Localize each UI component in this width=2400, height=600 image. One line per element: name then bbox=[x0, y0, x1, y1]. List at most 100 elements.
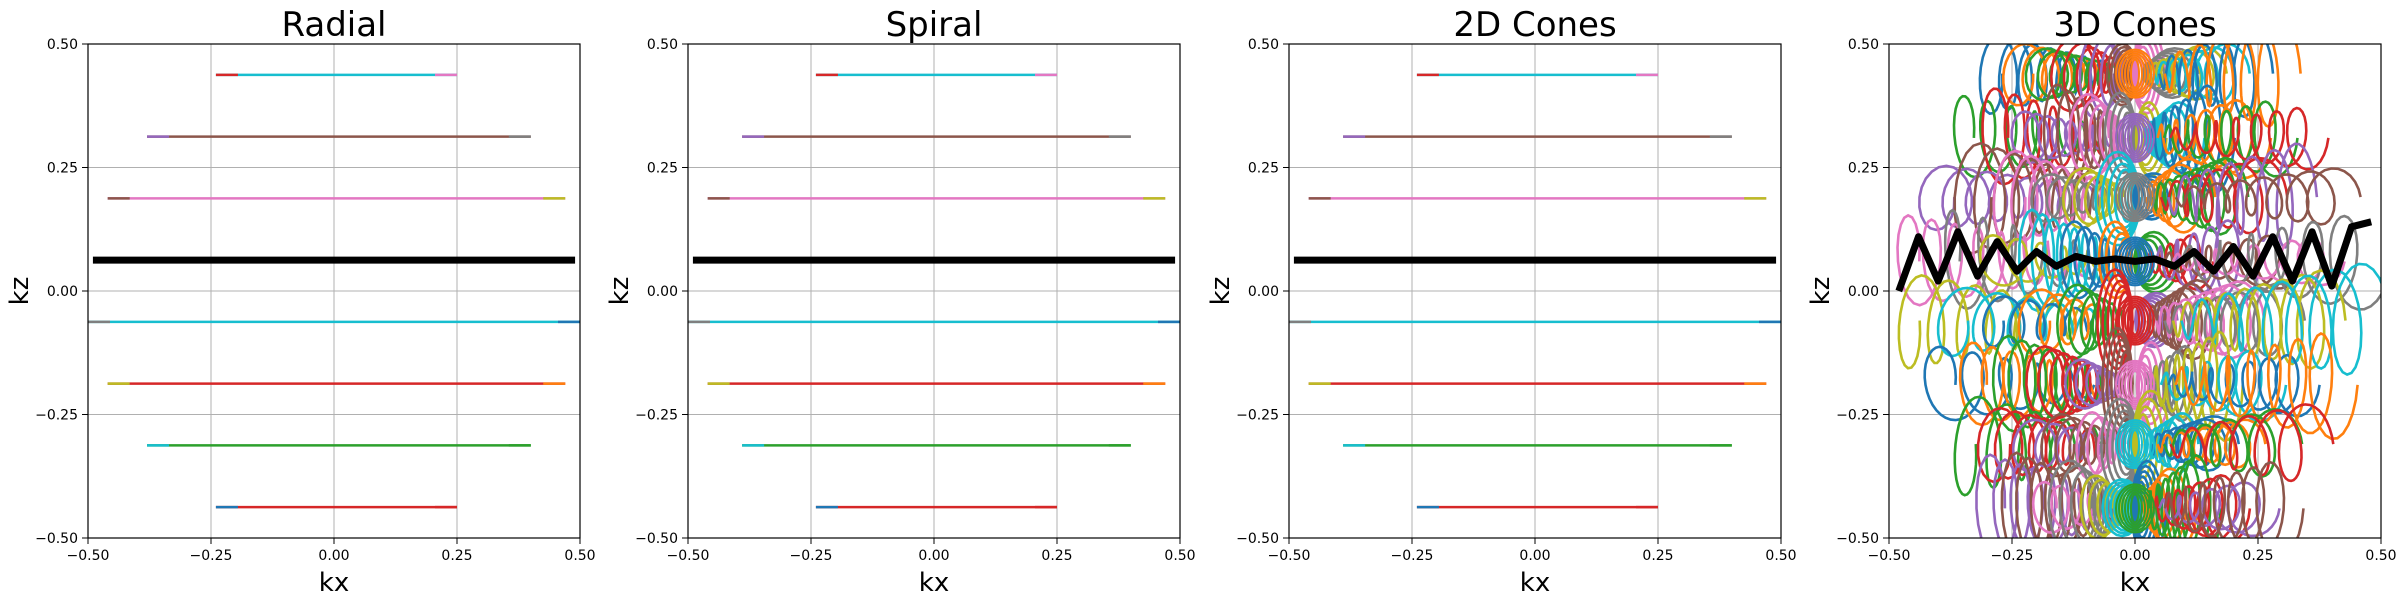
cone-center-coil-0-4 bbox=[2118, 50, 2152, 97]
y-tick-label-1: −0.25 bbox=[1836, 408, 1879, 424]
cone-center-coil-7-1 bbox=[2127, 491, 2143, 526]
x-tick-label-1: −0.25 bbox=[190, 548, 233, 564]
x-tick-label-1: −0.25 bbox=[790, 548, 833, 564]
cone-center-coil-0-1 bbox=[2127, 56, 2143, 91]
plot-area bbox=[1895, 44, 2381, 538]
cone-trajectory-60 bbox=[2180, 262, 2381, 377]
cone-trajectory-95 bbox=[2158, 481, 2281, 538]
y-tick-label-3: 0.25 bbox=[1248, 161, 1279, 177]
y-tick-label-3: 0.25 bbox=[647, 161, 678, 177]
cone-center-coil-4-3 bbox=[2121, 299, 2149, 342]
cone-center-coil-0-0 bbox=[2130, 58, 2140, 89]
y-tick-label-2: 0.00 bbox=[1848, 284, 1879, 300]
cone-center-coil-1-1 bbox=[2127, 120, 2143, 155]
cone-center-coil-4-2 bbox=[2124, 301, 2146, 340]
cone-center-coil-5-2 bbox=[2124, 365, 2146, 404]
cone-trajectory-23 bbox=[2162, 100, 2299, 178]
y-tick-label-4: 0.50 bbox=[47, 37, 78, 53]
cone-center-coil-0-3 bbox=[2121, 52, 2149, 95]
y-axis-label: kz bbox=[1806, 277, 1836, 306]
cone-center-coil-0-5 bbox=[2115, 48, 2155, 99]
x-tick-label-2: 0.00 bbox=[918, 548, 949, 564]
y-tick-label-3: 0.25 bbox=[1848, 161, 1879, 177]
x-axis-label: kx bbox=[1520, 568, 1550, 598]
cone-center-coil-7-3 bbox=[2121, 487, 2149, 530]
cone-center-coil-2-4 bbox=[2118, 174, 2152, 221]
y-axis-label: kz bbox=[605, 277, 635, 306]
x-tick-label-3: 0.25 bbox=[1041, 548, 1072, 564]
x-tick-label-4: 0.50 bbox=[1765, 548, 1796, 564]
y-tick-label-0: −0.50 bbox=[35, 531, 78, 547]
plot-area bbox=[1289, 73, 1781, 509]
x-tick-label-3: 0.25 bbox=[1642, 548, 1673, 564]
cone-center-coil-4-4 bbox=[2118, 297, 2152, 344]
plot-area bbox=[688, 73, 1180, 509]
cone-center-coil-4-0 bbox=[2130, 305, 2140, 336]
y-tick-label-1: −0.25 bbox=[35, 408, 78, 424]
x-axis-label: kx bbox=[2120, 568, 2150, 598]
cone-center-coil-5-5 bbox=[2115, 359, 2155, 410]
chart-panel-4: −0.50−0.50 −0.25 −0.25 0.00 0.00 0.25 0.25 0.50… bbox=[1806, 5, 2397, 598]
x-tick-label-3: 0.25 bbox=[441, 548, 472, 564]
cone-center-coil-5-0 bbox=[2130, 369, 2140, 400]
y-tick-label-0: −0.50 bbox=[1236, 531, 1279, 547]
cone-center-coil-0-2 bbox=[2124, 54, 2146, 93]
chart-title: 2D Cones bbox=[1453, 5, 1616, 45]
x-tick-label-4: 0.50 bbox=[2365, 548, 2396, 564]
cone-center-coil-7-5 bbox=[2115, 483, 2155, 534]
cone-trajectory-84 bbox=[2169, 403, 2335, 483]
x-tick-label-4: 0.50 bbox=[1164, 548, 1195, 564]
y-tick-label-0: −0.50 bbox=[1836, 531, 1879, 547]
cone-center-coil-1-4 bbox=[2118, 114, 2152, 161]
cone-trajectory-15 bbox=[2010, 110, 2114, 165]
cone-center-coil-1-0 bbox=[2130, 122, 2140, 153]
cone-center-coil-4-1 bbox=[2127, 303, 2143, 338]
x-tick-label-0: −0.50 bbox=[67, 548, 110, 564]
x-tick-label-2: 0.00 bbox=[2119, 548, 2150, 564]
cone-center-coil-7-0 bbox=[2130, 493, 2140, 524]
chart-panel-1: −0.50−0.50 −0.25 −0.25 0.00 0.00 0.25 0.25 0.50… bbox=[5, 5, 596, 598]
cone-center-coil-2-3 bbox=[2121, 176, 2149, 219]
x-tick-label-0: −0.50 bbox=[667, 548, 710, 564]
cone-center-coil-1-2 bbox=[2124, 118, 2146, 157]
cone-center-coil-6-1 bbox=[2127, 427, 2143, 462]
x-tick-label-3: 0.25 bbox=[2242, 548, 2273, 564]
cone-center-coil-2-2 bbox=[2124, 178, 2146, 217]
y-tick-label-1: −0.25 bbox=[1236, 408, 1279, 424]
y-axis-label: kz bbox=[5, 277, 35, 306]
highlight-trajectory bbox=[1895, 218, 2373, 293]
chart-title: 3D Cones bbox=[2053, 5, 2216, 45]
cone-center-coil-5-3 bbox=[2121, 363, 2149, 406]
cone-center-coil-7-4 bbox=[2118, 485, 2152, 532]
y-tick-label-4: 0.50 bbox=[1248, 37, 1279, 53]
cone-trajectory-63 bbox=[1991, 334, 2111, 434]
cone-center-coil-6-5 bbox=[2115, 419, 2155, 470]
cone-trajectory-35 bbox=[2167, 142, 2319, 249]
y-axis-label: kz bbox=[1206, 277, 1236, 306]
cone-center-coil-1-5 bbox=[2115, 112, 2155, 163]
cone-center-coil-1-3 bbox=[2121, 116, 2149, 159]
x-axis-label: kx bbox=[319, 568, 349, 598]
x-tick-label-2: 0.00 bbox=[318, 548, 349, 564]
chart-title: Spiral bbox=[886, 5, 983, 45]
cone-center-coil-6-4 bbox=[2118, 421, 2152, 468]
cone-trajectory-12 bbox=[2163, 44, 2302, 129]
cone-center-coil-2-5 bbox=[2115, 172, 2155, 223]
chart-panel-3: −0.50−0.50 −0.25 −0.25 0.00 0.00 0.25 0.25 0.50… bbox=[1206, 5, 1797, 598]
y-tick-label-3: 0.25 bbox=[47, 161, 78, 177]
chart-panel-2: −0.50−0.50 −0.25 −0.25 0.00 0.00 0.25 0.25 0.50… bbox=[605, 5, 1196, 598]
x-tick-label-1: −0.25 bbox=[1391, 548, 1434, 564]
y-tick-label-4: 0.50 bbox=[1848, 37, 1879, 53]
y-tick-label-4: 0.50 bbox=[647, 37, 678, 53]
cone-trajectory-72 bbox=[2174, 332, 2359, 441]
cone-center-coil-2-0 bbox=[2130, 182, 2140, 213]
cone-center-coil-6-0 bbox=[2130, 429, 2140, 460]
x-tick-label-4: 0.50 bbox=[564, 548, 595, 564]
cone-center-coil-2-1 bbox=[2127, 180, 2143, 215]
y-tick-label-2: 0.00 bbox=[1248, 284, 1279, 300]
cone-trajectory-83 bbox=[2162, 407, 2304, 478]
cone-center-coil-7-2 bbox=[2124, 489, 2146, 528]
cone-trajectory-48 bbox=[2180, 214, 2381, 311]
cone-center-coil-6-3 bbox=[2121, 423, 2149, 466]
